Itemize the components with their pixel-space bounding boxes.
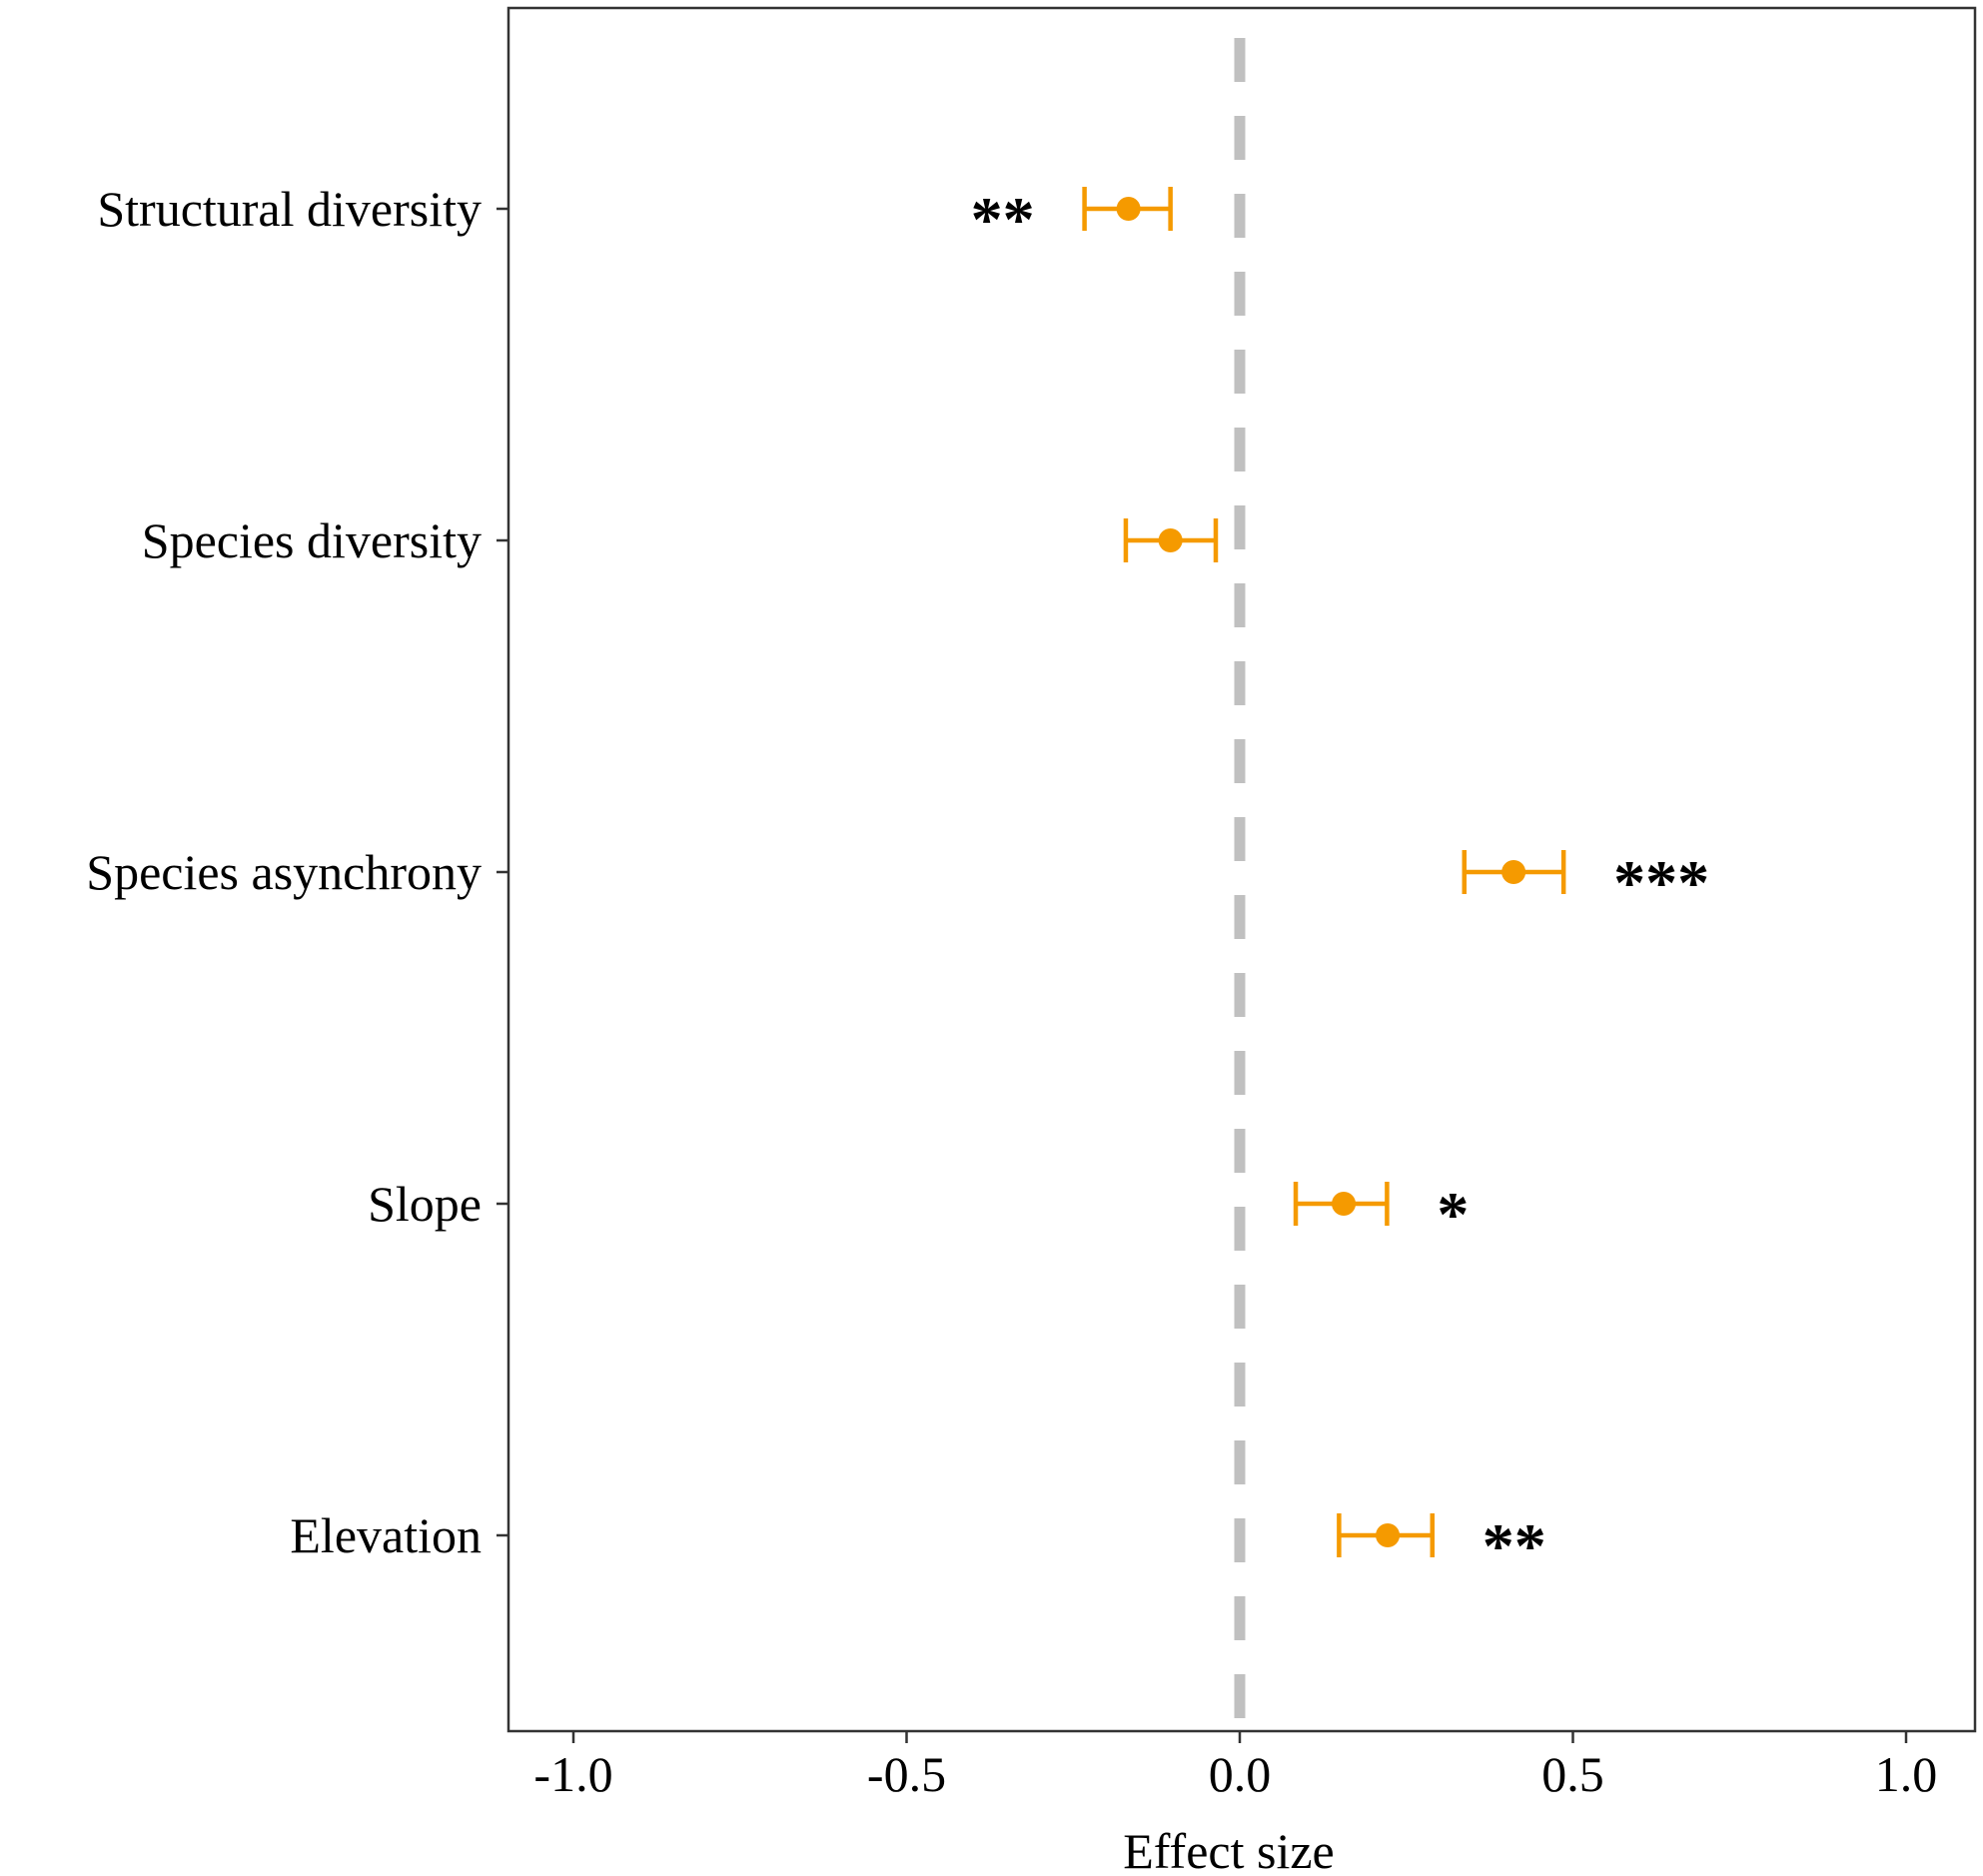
estimate-group xyxy=(1123,518,1219,562)
plot-frame xyxy=(506,6,1977,1733)
estimate-group: * xyxy=(1293,1179,1469,1250)
estimate-group: ** xyxy=(971,184,1173,255)
x-tick-label: -0.5 xyxy=(867,1746,946,1802)
point-estimate xyxy=(1376,1523,1401,1547)
significance-label: ** xyxy=(971,184,1035,255)
estimate-group: *** xyxy=(1462,847,1709,918)
point-estimate xyxy=(1332,1192,1357,1216)
y-tick-label: Species diversity xyxy=(142,512,482,568)
significance-label: *** xyxy=(1613,847,1709,918)
point-estimate xyxy=(1158,528,1183,552)
y-tick-label: Species asynchrony xyxy=(86,844,482,900)
x-tick-label: 0.5 xyxy=(1541,1746,1604,1802)
y-tick-label: Elevation xyxy=(290,1507,482,1563)
significance-label: ** xyxy=(1483,1510,1546,1581)
x-tick-label: 1.0 xyxy=(1875,1746,1938,1802)
significance-label: * xyxy=(1437,1179,1469,1250)
point-estimate xyxy=(1116,197,1141,221)
point-estimate xyxy=(1501,860,1526,884)
x-tick-label: 0.0 xyxy=(1209,1746,1272,1802)
x-tick-label: -1.0 xyxy=(533,1746,612,1802)
y-tick-label: Structural diversity xyxy=(97,181,482,237)
estimate-group: ** xyxy=(1337,1510,1546,1581)
x-axis-title: Effect size xyxy=(1123,1823,1334,1876)
y-tick-label: Slope xyxy=(368,1176,482,1232)
